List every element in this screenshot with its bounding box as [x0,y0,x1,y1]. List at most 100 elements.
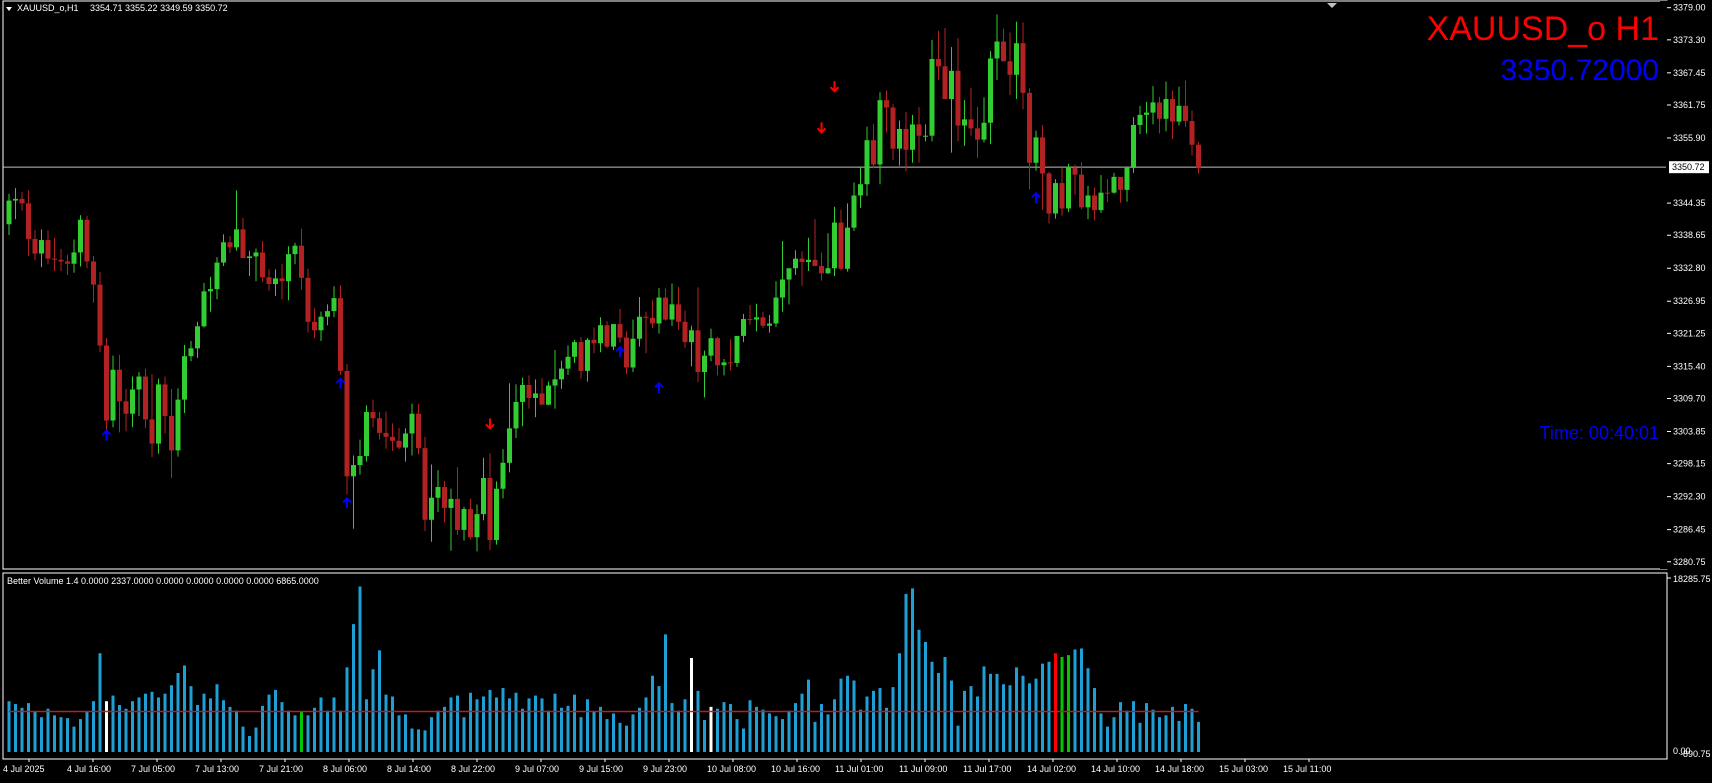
candle-body [39,240,44,254]
candle-body [1040,137,1045,174]
candle-body [936,59,941,67]
candle-body [78,219,83,253]
candle-body [1144,112,1149,115]
candle-body [799,258,805,263]
candle-body [6,200,12,225]
time-axis[interactable]: 4 Jul 2025 4 Jul 16:00 7 Jul 05:00 7 Jul 13… [3,759,1331,774]
arrow-head [654,381,664,388]
candle-body [448,498,454,508]
candle-body [864,140,870,185]
candle-body [500,462,506,489]
price-axis-label: 3303.85 [1673,426,1706,436]
candle-body [1150,102,1156,113]
candle-body [416,413,421,449]
time-axis-label: 11 Jul 01:00 [835,764,883,774]
candle-body [1196,144,1201,168]
candle-body [240,229,246,259]
candle-body [1092,195,1097,211]
candle-body [169,415,174,451]
price-axis-label: 3321.25 [1673,328,1706,338]
candle-body [923,135,928,137]
candle-body [611,324,616,347]
candle-body [845,227,850,269]
candle-body [377,418,382,433]
candle-body [513,401,519,429]
candle-body [455,498,460,530]
candle-body [299,245,304,278]
overlay-price: 3350.72000 [1501,54,1660,87]
candle-body [910,124,915,150]
arrow-head [816,127,827,134]
candle-body [331,298,337,312]
candle-body [643,316,649,318]
shift-marker-icon[interactable] [1327,3,1337,8]
candle-body [1124,167,1130,190]
sell-arrow-icon [829,81,840,93]
candle-body [364,412,369,457]
time-axis-label: 11 Jul 09:00 [899,764,947,774]
candle-body [630,338,636,368]
price-axis[interactable]: 3379.00 3373.30 3367.45 3361.75 3355.90 3344.… [1667,3,1706,567]
candle-body [760,317,766,326]
candle-body [370,412,376,419]
candle-body [1053,183,1058,214]
candle-body [1085,195,1091,208]
candle-body [767,323,772,326]
candle-body [279,278,285,282]
candle-body [156,384,161,444]
candle-body [357,456,363,466]
candle-body [1176,105,1182,122]
arrow-head [342,496,352,504]
candle-body [84,219,90,262]
overlay-timer: Time: 00:40:01 [1540,423,1659,443]
candle-body [663,297,668,320]
candle-body [305,277,311,322]
candle-body [253,252,259,257]
time-axis-label: 15 Jul 03:00 [1219,764,1268,774]
buy-arrow-icon [335,377,346,389]
candle-body [988,58,993,123]
current-price-tag-bg [1669,161,1709,174]
time-axis-label: 15 Jul 11:00 [1283,764,1331,774]
candle-body [949,70,954,100]
candle-body [260,252,265,278]
candle-body [702,355,707,373]
candle-body [390,436,395,441]
candle-body [773,297,779,324]
price-axis-gap [1660,1,1669,569]
arrow-head [335,377,346,384]
volume-bars [7,586,1200,752]
price-axis-label: 3355.90 [1673,133,1706,143]
candle-body [227,242,233,248]
candle-body [221,242,226,263]
candle-body [1131,124,1136,168]
candle-body [494,488,499,541]
candle-body [968,119,974,129]
candle-body [786,268,792,280]
candle-body [975,128,980,140]
candle-body [461,509,467,530]
price-axis-label: 3373.30 [1673,35,1706,45]
current-price-tag: 3350.72 [1669,161,1709,174]
candle-body [851,195,857,228]
sell-arrow-icon [485,418,495,430]
candle-body [656,297,662,324]
candle-body [338,298,343,371]
volume-axis[interactable]: 18285.75 0.00 -890.75 [1667,574,1711,759]
candle-body [994,41,1000,59]
time-axis-label: 11 Jul 17:00 [963,764,1011,774]
candle-body [598,325,603,344]
candle-body [832,222,837,269]
sell-arrow-icon [816,122,827,134]
time-axis-label: 7 Jul 05:00 [131,764,175,774]
collapse-triangle-icon[interactable] [6,7,12,11]
buy-arrow-icon [101,429,112,441]
buy-arrow-icon [342,496,352,509]
price-axis-label: 3338.65 [1673,230,1706,240]
candle-body [825,268,831,274]
candle-body [429,497,434,520]
time-axis-label: 4 Jul 2025 [3,764,45,774]
